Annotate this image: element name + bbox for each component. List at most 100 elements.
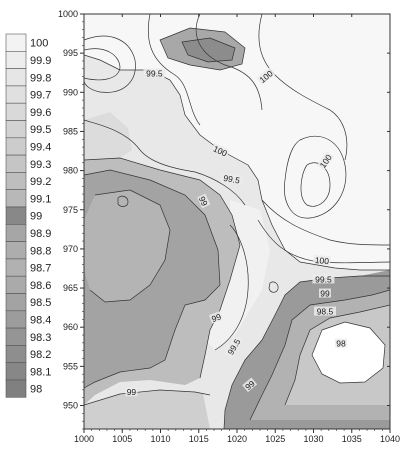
legend-label: 99.5 bbox=[30, 124, 51, 136]
legend-label: 98.6 bbox=[30, 280, 51, 292]
contour-label-bg bbox=[335, 338, 348, 348]
legend-label: 99.6 bbox=[30, 107, 51, 119]
y-tick-label: 965 bbox=[63, 283, 78, 293]
contour-line bbox=[284, 304, 390, 406]
legend-label: 99.7 bbox=[30, 90, 51, 102]
contour-line bbox=[311, 321, 386, 384]
legend-label: 98.1 bbox=[30, 366, 51, 378]
contour-label-group: 99 bbox=[318, 288, 331, 299]
contour-line bbox=[84, 169, 221, 389]
legend-swatch bbox=[5, 68, 27, 87]
contour-label-bg bbox=[316, 151, 334, 171]
legend-swatch bbox=[5, 154, 27, 173]
contour-label-bg bbox=[210, 142, 230, 159]
legend-label: 98.9 bbox=[30, 228, 51, 240]
contour-label-group: 99 bbox=[208, 311, 224, 324]
x-tick-label: 1030 bbox=[303, 434, 323, 444]
contour-label-group: 99 bbox=[125, 387, 138, 397]
x-tick-label: 1025 bbox=[265, 434, 285, 444]
contour-label-bg bbox=[313, 306, 336, 316]
contour-line bbox=[268, 281, 279, 293]
contour-line bbox=[84, 389, 211, 406]
legend-swatch bbox=[5, 379, 27, 398]
region-left-inner bbox=[84, 190, 170, 302]
legend-swatch bbox=[5, 310, 27, 329]
contour-label-bg bbox=[208, 311, 224, 324]
contour-line bbox=[117, 195, 129, 207]
legend-swatch bbox=[5, 275, 27, 294]
legend-label: 98.5 bbox=[30, 297, 51, 309]
y-tick-label: 955 bbox=[63, 361, 78, 371]
legend-swatch bbox=[5, 206, 27, 225]
legend-label: 99 bbox=[30, 211, 42, 223]
contour-line bbox=[261, 199, 390, 246]
region-white-hole bbox=[312, 322, 385, 383]
legend-swatch bbox=[5, 33, 27, 52]
region-upper-white bbox=[84, 14, 390, 270]
contour-label-bg bbox=[318, 288, 331, 298]
x-tick-label: 1015 bbox=[189, 434, 209, 444]
legend-label: 99.8 bbox=[30, 72, 51, 84]
region-bottom-left-strip bbox=[84, 390, 218, 429]
contour-label-group: 99 bbox=[242, 377, 258, 393]
contour-line bbox=[147, 14, 201, 126]
contour-label-group: 100 bbox=[313, 254, 331, 266]
contour-label-group: 98 bbox=[335, 338, 348, 349]
y-tick-label: 970 bbox=[63, 244, 78, 254]
contour-line bbox=[249, 289, 390, 421]
legend-label: 98.3 bbox=[30, 332, 51, 344]
y-tick-label: 990 bbox=[63, 87, 78, 97]
contour-line bbox=[89, 189, 171, 303]
contour-label: 99 bbox=[197, 195, 210, 208]
contour-line bbox=[84, 35, 136, 93]
legend-label: 98 bbox=[30, 384, 42, 396]
contour-line bbox=[284, 135, 347, 219]
y-tick-label: 950 bbox=[63, 401, 78, 411]
legend-label: 99.1 bbox=[30, 193, 51, 205]
contour-label-bg bbox=[256, 67, 276, 86]
legend-swatch bbox=[5, 120, 27, 139]
contour-label-bg bbox=[312, 274, 335, 284]
contour-label: 100 bbox=[314, 255, 329, 266]
contour-label-bg bbox=[143, 68, 166, 78]
legend-swatch bbox=[5, 85, 27, 104]
contour-label-bg bbox=[197, 193, 211, 209]
contour-line bbox=[159, 27, 246, 71]
x-tick-label: 1005 bbox=[112, 434, 132, 444]
y-axis: 950 955 960 965 970 975 980 985 990 995 1000 bbox=[58, 9, 390, 430]
contour-line bbox=[84, 157, 241, 379]
legend-label: 98.4 bbox=[30, 314, 51, 326]
contour-label-bg bbox=[125, 387, 138, 397]
x-tick-label: 1010 bbox=[150, 434, 170, 444]
contour-label: 99 bbox=[210, 311, 223, 324]
legend-label: 98.2 bbox=[30, 349, 51, 361]
y-tick-label: 995 bbox=[63, 48, 78, 58]
x-tick-label: 1040 bbox=[380, 434, 400, 444]
region-center-light bbox=[205, 200, 270, 350]
contour-label-bg bbox=[220, 172, 244, 186]
legend-swatch bbox=[5, 362, 27, 381]
legend-swatch bbox=[5, 224, 27, 242]
legend-label: 98.8 bbox=[30, 245, 51, 257]
region-left-light bbox=[84, 112, 132, 160]
contour-label-group: 99.5 bbox=[312, 274, 335, 284]
y-tick-label: 960 bbox=[63, 322, 78, 332]
y-tick-label: 1000 bbox=[58, 9, 78, 19]
contour-line bbox=[195, 14, 263, 111]
legend-swatch bbox=[5, 137, 27, 156]
contour-label: 99 bbox=[320, 289, 330, 299]
contour-label: 99.5 bbox=[223, 173, 241, 186]
legend-swatch bbox=[5, 102, 27, 121]
contour-label-group: 99.5 bbox=[143, 68, 166, 79]
contour-label-group: 99 bbox=[197, 193, 211, 209]
contour-label-group: 98.5 bbox=[313, 306, 336, 317]
legend-label: 99.4 bbox=[30, 141, 51, 153]
contour-line bbox=[84, 119, 246, 206]
x-axis: 1000 1005 1010 1015 1020 1025 1030 1035 1040 bbox=[74, 14, 400, 444]
region-bottom-light bbox=[200, 378, 220, 429]
legend-swatch bbox=[5, 345, 27, 363]
x-tick-label: 1035 bbox=[342, 434, 362, 444]
